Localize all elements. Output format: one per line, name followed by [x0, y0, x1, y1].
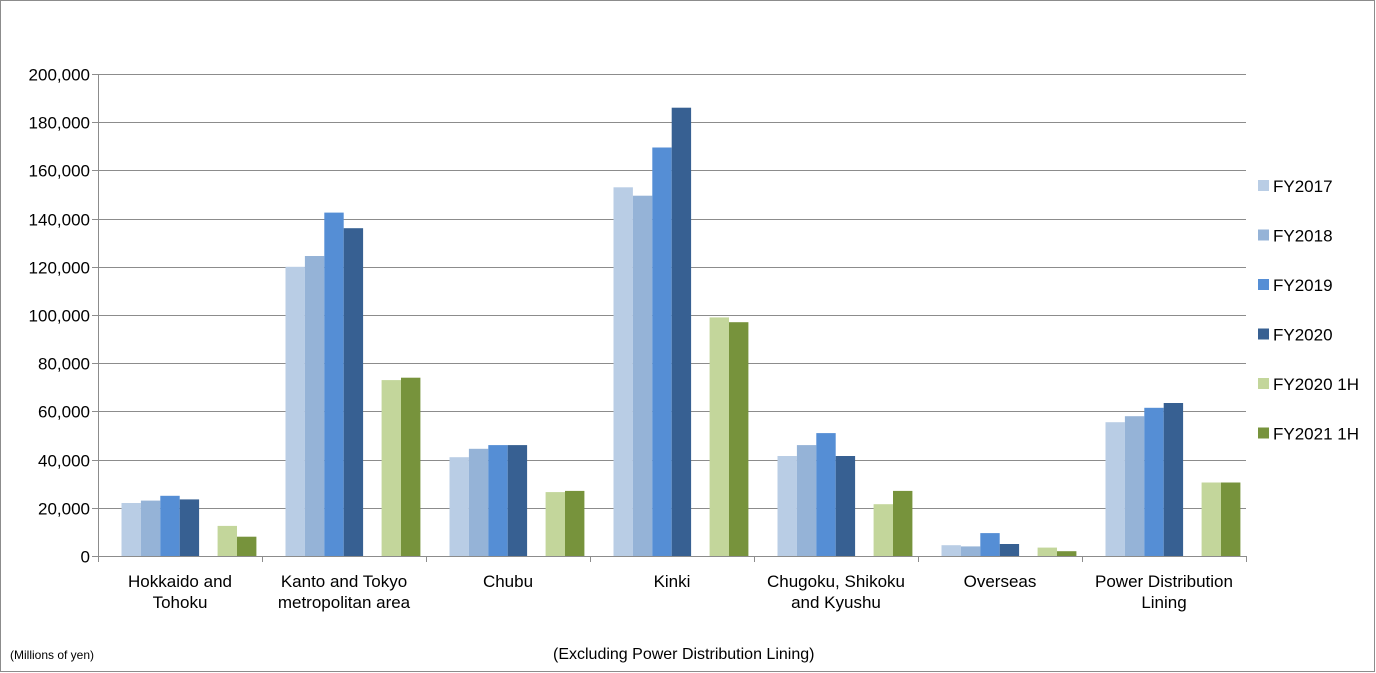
bar: [1221, 482, 1241, 556]
bar: [835, 456, 856, 556]
bar: [545, 492, 565, 556]
bar: [1163, 403, 1184, 556]
bar: [381, 380, 401, 556]
bars: [121, 107, 1241, 557]
bar: [1057, 551, 1077, 556]
bar: [652, 147, 672, 556]
legend-swatch: [1258, 279, 1269, 290]
bar: [999, 544, 1020, 556]
legend-swatch: [1258, 229, 1269, 241]
bar: [285, 266, 305, 556]
x-tick-label: Kinki: [654, 572, 691, 591]
bar: [1124, 416, 1145, 556]
bar: [893, 490, 913, 556]
bar: [777, 456, 797, 556]
bar: [565, 490, 585, 556]
x-tick-label: Hokkaido and Tohoku: [128, 572, 232, 612]
y-tick-label: 0: [81, 548, 90, 567]
legend-swatch: [1258, 180, 1269, 191]
legend-label: FY2021 1H: [1273, 425, 1359, 444]
bar: [1144, 407, 1164, 556]
bar: [140, 500, 161, 556]
x-tick-label: Chugoku, Shikoku and Kyushu: [767, 572, 905, 612]
legend-label: FY2019: [1273, 276, 1333, 295]
bar: [632, 195, 653, 556]
bar: [816, 433, 836, 556]
x-tick-label: Chubu: [483, 572, 533, 591]
y-tick-label: 200,000: [29, 66, 90, 85]
units-note: (Millions of yen): [10, 648, 95, 662]
bar: [468, 448, 489, 556]
bar: [1201, 482, 1221, 556]
bar: [324, 212, 344, 556]
bar: [449, 457, 469, 556]
legend-swatch: [1258, 378, 1269, 389]
footnote: (Excluding Power Distribution Lining): [553, 646, 815, 663]
bar: [796, 445, 817, 556]
bar: [1105, 422, 1125, 556]
bar: [1037, 547, 1057, 556]
legend: FY2017 FY2018 FY2019 FY2020 FY2020 1H FY2021 …: [1258, 177, 1359, 444]
legend-label: FY2017: [1273, 177, 1333, 196]
bar: [960, 546, 981, 556]
legend-label: FY2018: [1273, 227, 1333, 246]
legend-label: FY2020: [1273, 326, 1333, 345]
bar: [873, 504, 893, 556]
bar: [179, 499, 200, 556]
y-tick-label: 160,000: [29, 162, 90, 181]
bar: [160, 495, 180, 557]
y-tick-label: 120,000: [29, 259, 90, 278]
x-tick-label: Power Distribution Lining: [1095, 572, 1233, 612]
x-tick-label: Overseas: [964, 572, 1037, 591]
bar: [613, 187, 633, 557]
bar: [401, 377, 421, 556]
bar: [729, 322, 749, 556]
bar: [488, 445, 508, 556]
bar: [507, 445, 528, 556]
legend-label: FY2020 1H: [1273, 375, 1359, 394]
y-tick-label: 80,000: [38, 355, 90, 374]
bar: [343, 228, 364, 556]
y-tick-label: 20,000: [38, 500, 90, 519]
bar: [980, 533, 1000, 556]
y-tick-label: 140,000: [29, 211, 90, 230]
x-tick-label: Kanto and Tokyo metropolitan area: [278, 572, 411, 612]
x-axis: Hokkaido and Tohoku Kanto and Tokyo metropo…: [98, 556, 1247, 612]
bar: [941, 545, 961, 556]
y-tick-label: 100,000: [29, 307, 90, 326]
bar: [709, 317, 729, 556]
legend-swatch: [1258, 328, 1269, 340]
legend-swatch: [1258, 427, 1269, 439]
bar: [121, 503, 141, 556]
bar: [671, 107, 692, 556]
bar: [217, 525, 237, 556]
y-tick-label: 40,000: [38, 452, 90, 471]
y-tick-label: 180,000: [29, 114, 90, 133]
y-axis: 0 20,000 40,000 60,000 80,000 100,000 120,000 1…: [29, 66, 99, 567]
bar: [237, 536, 257, 556]
bar: [304, 256, 325, 556]
y-tick-label: 60,000: [38, 403, 90, 422]
